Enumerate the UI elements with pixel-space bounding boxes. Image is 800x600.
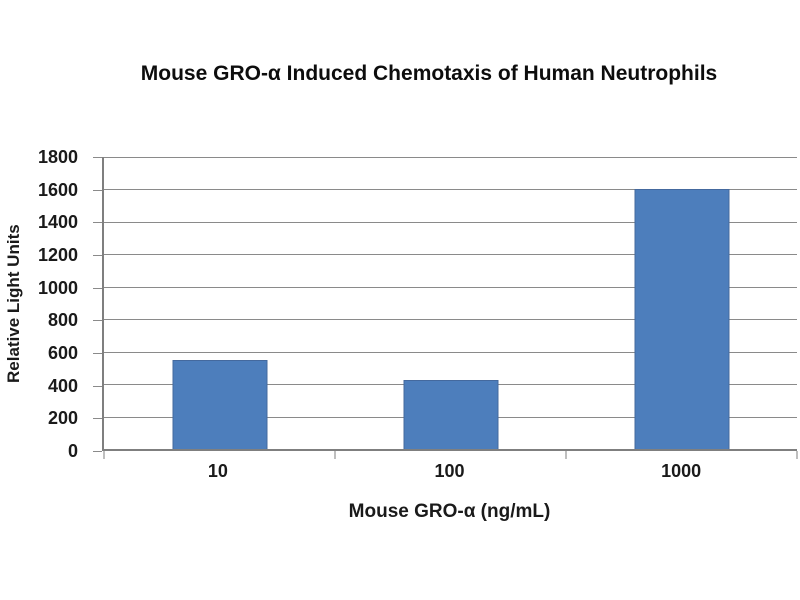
bar-10	[172, 359, 267, 449]
y-tick-label: 1600	[37, 179, 78, 200]
x-axis-tick-marks	[103, 157, 798, 459]
plot-area	[102, 157, 798, 459]
y-tick-label: 800	[47, 310, 78, 331]
y-tick-mark	[93, 385, 102, 387]
y-tick-label: 0	[67, 441, 78, 461]
y-tick-label: 1800	[37, 147, 78, 167]
y-tick-mark	[93, 320, 102, 322]
bars-layer	[104, 157, 797, 449]
bar-1000	[634, 189, 729, 449]
bar-100	[403, 380, 498, 449]
y-tick-mark	[93, 353, 102, 355]
gridline	[104, 157, 797, 158]
y-tick-label: 1200	[37, 245, 78, 266]
gridline	[104, 351, 797, 353]
y-axis-title: Relative Light Units	[4, 224, 23, 384]
gridline	[104, 319, 797, 321]
y-tick-mark	[93, 451, 102, 452]
y-tick-mark	[93, 287, 102, 289]
bar-slot	[566, 157, 797, 449]
x-tick-mark	[796, 451, 798, 459]
x-tick-mark	[334, 451, 336, 459]
y-tick-label: 600	[47, 343, 78, 364]
y-tick-mark	[93, 157, 102, 158]
x-tick-mark	[103, 451, 105, 459]
y-tick-mark	[93, 189, 102, 191]
gridline	[104, 286, 797, 288]
y-tick-mark	[93, 255, 102, 257]
bar-slot	[104, 157, 335, 449]
chart-title: Mouse GRO-α Induced Chemotaxis of Human …	[140, 62, 718, 85]
x-tick-mark	[565, 451, 567, 459]
y-tick-label: 200	[47, 408, 78, 429]
gridline	[104, 189, 797, 191]
y-tick-label: 1400	[37, 212, 78, 233]
x-axis-tick-labels: 10 100 1000	[102, 461, 797, 483]
gridline	[104, 254, 797, 256]
x-tick-label: 100	[434, 461, 465, 481]
gridline	[104, 221, 797, 223]
y-axis-tick-labels: 0 200 400 600 800 1000 1200 1400 1600 1800	[30, 148, 102, 460]
y-tick-label: 1000	[37, 277, 78, 298]
y-tick-label: 400	[47, 375, 78, 396]
bar-slot	[335, 157, 566, 449]
y-tick-mark	[93, 418, 102, 420]
y-tick-mark	[93, 222, 102, 224]
x-tick-label: 10	[207, 461, 228, 481]
x-tick-label: 1000	[661, 461, 702, 481]
x-axis-title: Mouse GRO-α (ng/mL)	[348, 501, 551, 522]
